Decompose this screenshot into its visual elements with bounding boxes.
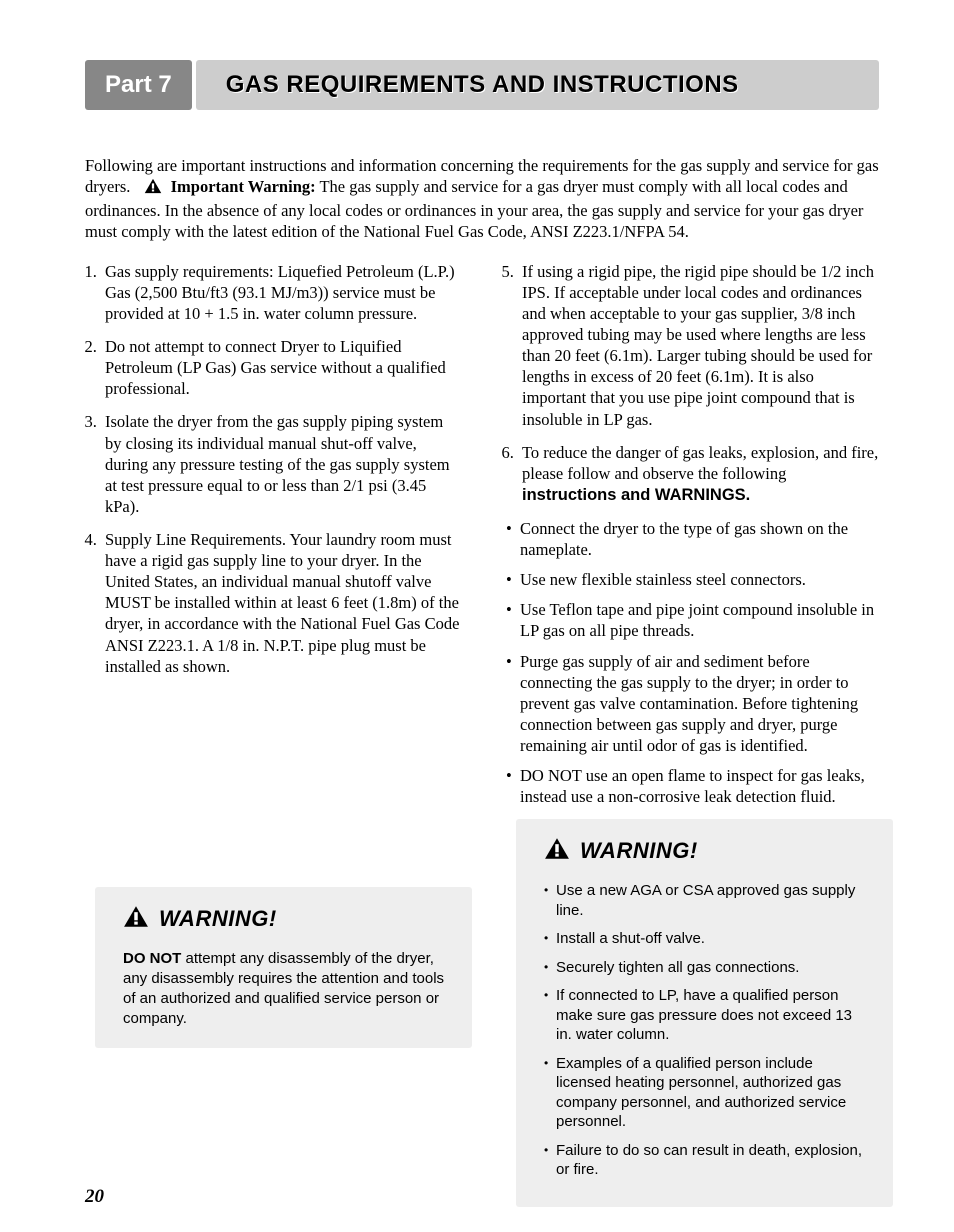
warning-triangle-icon	[123, 905, 149, 933]
page-number: 20	[85, 1186, 104, 1208]
right-ordered-list: If using a rigid pipe, the rigid pipe sh…	[502, 261, 879, 506]
list-item: Use a new AGA or CSA approved gas supply…	[544, 881, 871, 920]
intro-warning-label: Important Warning:	[171, 177, 316, 196]
section-header: Part 7 GAS REQUIREMENTS AND INSTRUCTIONS	[85, 60, 879, 110]
warning-triangle-icon	[144, 178, 162, 199]
list-item: Do not attempt to connect Dryer to Liqui…	[101, 336, 462, 399]
intro-paragraph: Following are important instructions and…	[85, 155, 879, 243]
list-item: If connected to LP, have a qualified per…	[544, 986, 871, 1045]
list-item: Install a shut-off valve.	[544, 929, 871, 949]
left-ordered-list: Gas supply requirements: Liquefied Petro…	[85, 261, 462, 677]
warning-bullet-list: Use a new AGA or CSA approved gas supply…	[544, 881, 871, 1180]
list-item: If using a rigid pipe, the rigid pipe sh…	[518, 261, 879, 430]
part-tab: Part 7	[85, 60, 192, 110]
list-item: To reduce the danger of gas leaks, explo…	[518, 442, 879, 506]
right-bullet-list: Connect the dryer to the type of gas sho…	[502, 518, 879, 807]
list-item-bold: instructions and WARNINGS.	[522, 486, 750, 504]
list-item: DO NOT use an open flame to inspect for …	[506, 765, 879, 807]
warning-heading-text: WARNING!	[580, 838, 698, 864]
list-item: Use new flexible stainless steel connect…	[506, 569, 879, 590]
warning-heading-text: WARNING!	[159, 906, 277, 932]
list-item: Purge gas supply of air and sediment bef…	[506, 651, 879, 757]
list-item-text: To reduce the danger of gas leaks, explo…	[522, 443, 878, 483]
warning-box-right: WARNING! Use a new AGA or CSA approved g…	[516, 819, 893, 1207]
warning-body: DO NOT attempt any disassembly of the dr…	[123, 949, 450, 1030]
part-label: Part 7	[105, 71, 172, 99]
warning-body-bold: DO NOT	[123, 950, 181, 967]
left-column: Gas supply requirements: Liquefied Petro…	[85, 261, 462, 1207]
right-column: If using a rigid pipe, the rigid pipe sh…	[502, 261, 879, 1207]
two-column-body: Gas supply requirements: Liquefied Petro…	[85, 261, 879, 1207]
list-item: Connect the dryer to the type of gas sho…	[506, 518, 879, 560]
section-title: GAS REQUIREMENTS AND INSTRUCTIONS	[226, 71, 739, 99]
list-item: Examples of a qualified person include l…	[544, 1054, 871, 1132]
warning-box-left: WARNING! DO NOT attempt any disassembly …	[95, 887, 472, 1048]
list-item: Securely tighten all gas connections.	[544, 958, 871, 978]
list-item: Supply Line Requirements. Your laundry r…	[101, 529, 462, 677]
warning-triangle-icon	[544, 837, 570, 865]
list-item: Failure to do so can result in death, ex…	[544, 1141, 871, 1180]
list-item: Gas supply requirements: Liquefied Petro…	[101, 261, 462, 324]
warning-heading: WARNING!	[544, 837, 871, 865]
title-bar: GAS REQUIREMENTS AND INSTRUCTIONS	[196, 60, 879, 110]
list-item: Use Teflon tape and pipe joint compound …	[506, 599, 879, 641]
list-item: Isolate the dryer from the gas supply pi…	[101, 411, 462, 517]
document-page: Part 7 GAS REQUIREMENTS AND INSTRUCTIONS…	[0, 0, 954, 1232]
warning-heading: WARNING!	[123, 905, 450, 933]
